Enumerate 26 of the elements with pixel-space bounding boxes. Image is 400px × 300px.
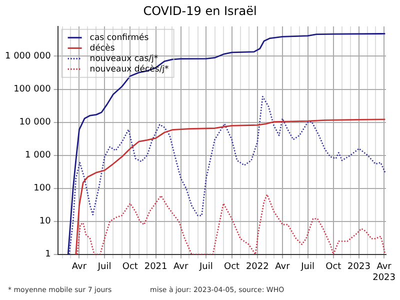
x-tick-label: Avr 2023	[372, 262, 396, 283]
y-tick-label: 1	[45, 250, 51, 260]
y-tick-label: 100	[34, 184, 52, 194]
x-tick-label: Avr	[174, 262, 188, 272]
x-tick-label: Juil	[198, 262, 213, 272]
y-tick-label: 1 000 000	[4, 52, 52, 62]
y-tick-label: 100 000	[14, 84, 52, 95]
legend-label: décès	[90, 43, 116, 54]
y-tick-label: 10 000	[19, 118, 52, 128]
y-tick-label: 1 000	[25, 150, 52, 161]
x-tick-label: Oct	[326, 262, 342, 272]
y-tick-label: 10	[39, 216, 52, 227]
x-tick-label: Oct	[122, 262, 138, 272]
legend-label: nouveaux cas/j*	[90, 54, 158, 64]
legend-label: cas confirmés	[90, 32, 150, 43]
x-tick-label: 2021	[144, 262, 168, 272]
x-tick-label: 2023	[348, 262, 370, 272]
x-tick-label: Oct	[224, 262, 240, 272]
x-tick-label: Juil	[96, 262, 112, 272]
chart-title: COVID-19 en Israël	[142, 4, 258, 18]
x-tick-label: 2022	[246, 262, 269, 272]
line-series	[68, 96, 386, 254]
x-tick-label: Avr	[275, 262, 290, 272]
x-tick-label: Juil	[300, 262, 314, 272]
line-series	[76, 194, 386, 254]
x-tick-label: Avr	[72, 262, 87, 272]
